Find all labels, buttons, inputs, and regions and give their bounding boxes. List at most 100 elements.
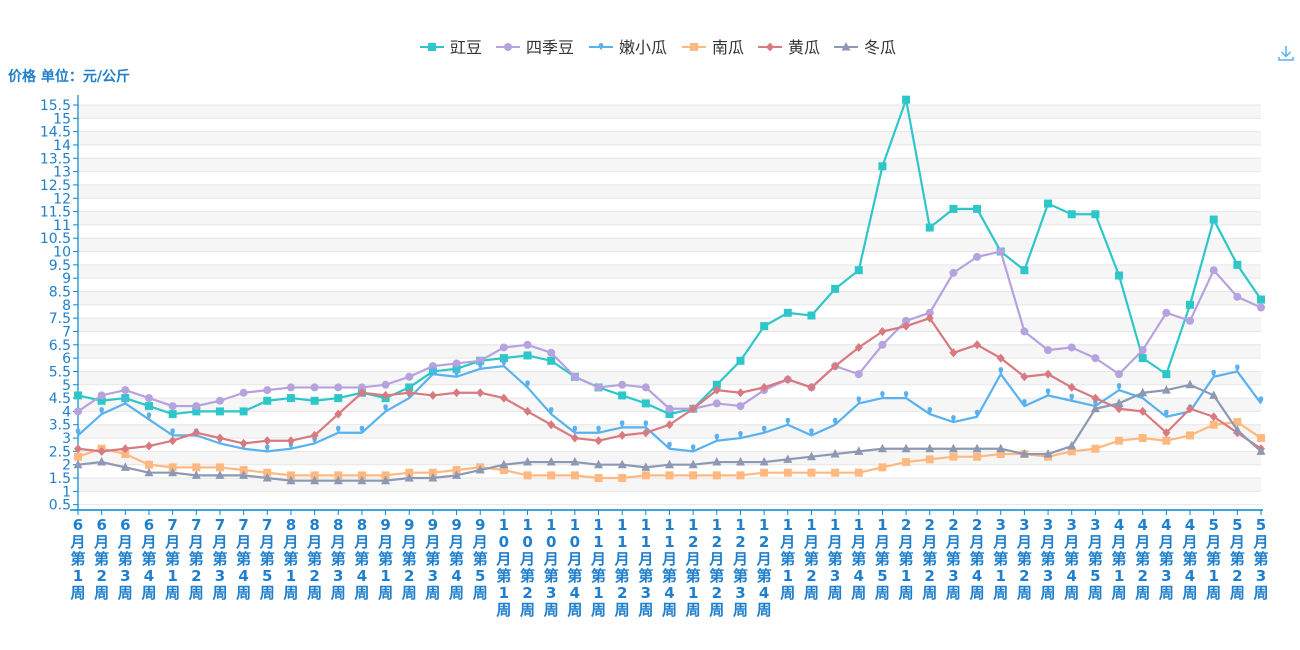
data-point[interactable] [1256,446,1266,455]
data-point[interactable] [1138,387,1148,397]
data-point[interactable] [286,471,295,480]
data-point[interactable] [405,383,414,392]
data-point[interactable] [452,359,461,368]
data-point[interactable] [97,457,107,466]
data-point[interactable] [168,410,177,419]
data-point[interactable] [594,436,603,446]
data-point[interactable] [523,457,533,466]
data-point[interactable] [973,340,982,350]
data-point[interactable] [1091,210,1100,219]
data-point[interactable] [334,383,343,392]
data-point[interactable] [381,390,390,400]
data-point[interactable] [263,396,272,405]
data-point[interactable] [641,471,650,480]
data-point[interactable] [878,340,887,349]
data-point[interactable] [1257,434,1265,443]
data-point[interactable] [1067,447,1076,456]
data-point[interactable] [452,466,461,475]
data-point[interactable] [641,428,650,438]
data-point[interactable] [949,348,958,358]
data-point[interactable] [1116,383,1122,391]
data-point[interactable] [168,467,178,477]
data-point[interactable] [736,388,745,398]
data-point[interactable] [381,471,390,480]
data-point[interactable] [1186,404,1195,414]
data-point[interactable] [97,396,106,405]
data-point[interactable] [499,354,508,363]
data-point[interactable] [286,475,296,485]
data-point[interactable] [192,402,201,411]
data-point[interactable] [97,391,106,400]
data-point[interactable] [1115,436,1124,445]
data-point[interactable] [499,459,509,469]
data-point[interactable] [925,223,934,232]
legend-marker[interactable] [841,42,851,51]
data-point[interactable] [1162,370,1171,379]
data-point[interactable] [428,468,437,477]
data-point[interactable] [998,367,1003,375]
data-point[interactable] [665,420,674,430]
data-point[interactable] [1209,390,1219,399]
data-point[interactable] [1044,369,1053,379]
data-point[interactable] [1020,266,1029,275]
data-point[interactable] [712,385,721,395]
data-point[interactable] [783,374,792,384]
data-point[interactable] [594,474,603,483]
data-point[interactable] [310,430,319,440]
data-point[interactable] [452,364,461,373]
data-point[interactable] [831,284,840,293]
data-point[interactable] [996,353,1005,363]
data-point[interactable] [806,451,816,461]
download-icon[interactable] [1277,44,1295,62]
data-point[interactable] [1186,431,1195,440]
data-point[interactable] [310,396,319,405]
data-point[interactable] [357,388,366,398]
data-point[interactable] [215,396,224,405]
data-point[interactable] [596,425,601,433]
data-point[interactable] [1020,372,1029,382]
data-point[interactable] [1257,303,1265,312]
data-point[interactable] [617,459,627,469]
data-point[interactable] [996,443,1006,453]
data-point[interactable] [430,367,436,375]
data-point[interactable] [1209,215,1218,224]
data-point[interactable] [476,356,485,365]
data-point[interactable] [902,321,911,331]
data-point[interactable] [1235,364,1240,372]
data-point[interactable] [1138,346,1147,355]
data-point[interactable] [405,468,414,477]
data-point[interactable] [263,386,272,395]
data-point[interactable] [286,436,295,446]
data-point[interactable] [807,382,816,392]
data-point[interactable] [783,308,792,317]
legend-marker[interactable] [504,43,512,51]
data-point[interactable] [144,394,153,403]
data-point[interactable] [927,407,933,415]
data-point[interactable] [144,460,153,469]
data-point[interactable] [547,348,556,357]
data-point[interactable] [856,396,862,404]
data-point[interactable] [310,383,319,392]
data-point[interactable] [405,388,414,398]
data-point[interactable] [121,386,130,395]
data-point[interactable] [925,443,935,453]
data-point[interactable] [1044,199,1053,208]
data-point[interactable] [383,404,388,412]
data-point[interactable] [334,394,343,403]
data-point[interactable] [501,359,507,367]
data-point[interactable] [972,443,982,453]
data-point[interactable] [665,471,674,480]
data-point[interactable] [760,382,769,392]
data-point[interactable] [121,444,130,454]
data-point[interactable] [783,468,792,477]
data-point[interactable] [310,471,319,480]
data-point[interactable] [974,409,980,417]
data-point[interactable] [1209,420,1218,429]
data-point[interactable] [192,428,201,438]
data-point[interactable] [168,463,177,472]
data-point[interactable] [191,470,201,479]
data-point[interactable] [121,450,130,459]
data-point[interactable] [334,471,343,480]
data-point[interactable] [120,462,130,471]
data-point[interactable] [665,410,674,419]
